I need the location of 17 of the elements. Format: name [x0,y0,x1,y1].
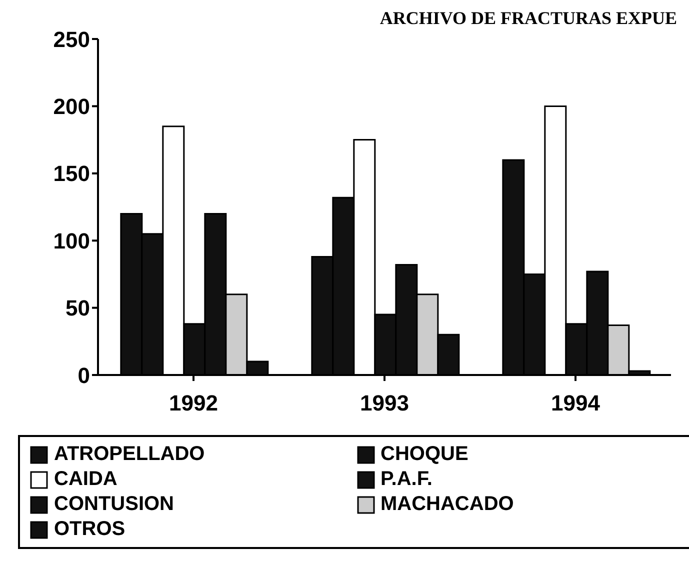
legend-label: ATROPELLADO [54,443,205,466]
x-tick-label: 1994 [551,390,601,416]
y-tick-label: 250 [53,26,90,52]
legend-label: P.A.F. [380,468,432,491]
y-tick-label: 200 [53,94,90,120]
legend-label: MACHACADO [380,493,514,516]
y-tick-label: 100 [53,228,90,254]
x-tick-label: 1993 [360,390,409,416]
legend-label: CHOQUE [380,443,468,466]
legend-label: CAIDA [54,468,118,491]
y-tick-label: 150 [53,161,90,186]
y-tick-label: 0 [78,362,90,388]
legend-label: CONTUSION [54,493,174,516]
legend-label: OTROS [54,518,126,541]
y-tick-label: 50 [66,296,90,321]
chart-title: ARCHIVO DE FRACTURAS EXPUE [380,8,677,28]
x-tick-label: 1992 [169,390,218,416]
